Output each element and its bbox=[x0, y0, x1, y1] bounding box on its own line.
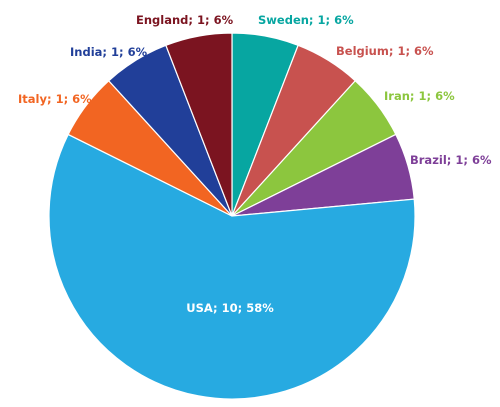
slice-label-italy: Italy; 1; 6% bbox=[18, 92, 92, 106]
slice-label-belgium: Belgium; 1; 6% bbox=[336, 44, 434, 58]
slice-label-england: England; 1; 6% bbox=[136, 13, 234, 27]
slice-label-sweden: Sweden; 1; 6% bbox=[258, 13, 354, 27]
slice-label-india: India; 1; 6% bbox=[70, 45, 148, 59]
pie-slices bbox=[48, 32, 416, 400]
slice-labels: Sweden; 1; 6% Belgium; 1; 6% Iran; 1; 6% Br… bbox=[18, 13, 492, 315]
pie-slice-england bbox=[165, 32, 233, 217]
pie-slice-usa bbox=[48, 133, 416, 400]
slice-label-brazil: Brazil; 1; 6% bbox=[410, 153, 492, 167]
slice-label-usa: USA; 10; 58% bbox=[186, 301, 274, 315]
slice-label-iran: Iran; 1; 6% bbox=[384, 89, 455, 103]
